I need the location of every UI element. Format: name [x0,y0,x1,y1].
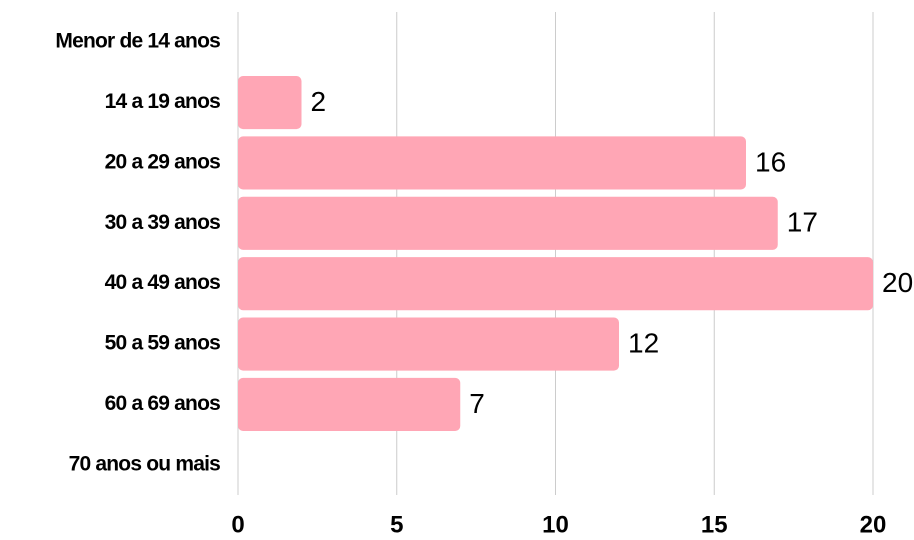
y-tick-label: 20 a 29 anos [105,150,220,173]
value-label: 2 [311,86,327,117]
value-label: 17 [787,207,818,238]
value-label: 7 [469,388,485,419]
value-label: 20 [882,267,913,298]
bar [238,136,746,190]
value-label: 16 [755,146,786,177]
bar [238,257,873,311]
x-tick-label: 0 [231,511,244,538]
x-tick-label: 5 [390,511,403,538]
bar [238,317,619,371]
bar [238,75,302,130]
y-tick-label: 70 anos ou mais [69,452,221,475]
y-tick-label: 50 a 59 anos [105,332,220,355]
bar [238,196,778,250]
value-label: 12 [628,327,659,358]
x-tick-label: 10 [542,511,569,538]
y-tick-label: 30 a 39 anos [105,211,220,234]
y-tick-label: Menor de 14 anos [55,30,220,53]
bar [238,377,461,432]
y-tick-label: 60 a 69 anos [105,392,220,415]
y-tick-label: 40 a 49 anos [105,271,220,294]
x-tick-label: 20 [860,511,887,538]
x-tick-label: 15 [701,511,728,538]
y-tick-label: 14 a 19 anos [105,90,220,113]
